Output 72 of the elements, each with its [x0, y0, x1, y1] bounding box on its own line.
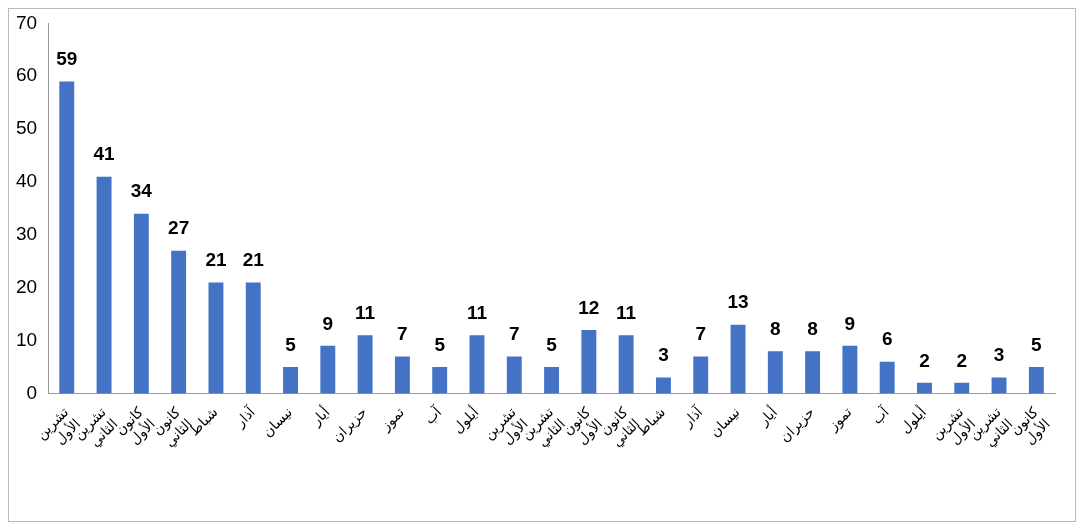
data-label: 8	[770, 317, 781, 339]
data-label: 21	[242, 249, 265, 271]
y-tick-label: 20	[15, 275, 38, 297]
x-tick-label: تموز	[376, 403, 408, 435]
data-label: 2	[919, 349, 930, 371]
data-label: 59	[56, 48, 78, 70]
bar	[805, 351, 821, 394]
bar	[842, 345, 858, 394]
y-tick-label: 50	[15, 117, 38, 139]
bar	[618, 335, 634, 394]
x-tick-label: آب	[421, 402, 446, 428]
data-label: 7	[695, 323, 707, 345]
bar	[357, 335, 373, 394]
data-label: 3	[658, 344, 669, 366]
data-label: 34	[130, 180, 153, 202]
x-tick-label: آب	[868, 402, 893, 428]
bar	[544, 366, 560, 394]
data-label: 5	[546, 333, 558, 355]
bar	[394, 356, 410, 394]
x-tick-label: تموز	[824, 403, 856, 435]
y-tick-label: 70	[15, 11, 38, 33]
x-tick-label: أيلول	[896, 402, 930, 437]
data-label: 21	[205, 249, 227, 271]
bar	[59, 81, 75, 394]
data-label: 13	[727, 291, 749, 313]
y-tick-label: 10	[15, 328, 38, 350]
x-tick-label: نيسان	[706, 403, 743, 440]
y-tick-label: 30	[15, 223, 38, 245]
y-tick-label: 60	[15, 64, 38, 86]
bar	[693, 356, 709, 394]
bar	[432, 366, 448, 394]
y-tick-label: 40	[15, 170, 38, 192]
data-label: 6	[881, 328, 893, 350]
data-label: 9	[844, 312, 856, 334]
bar	[469, 335, 485, 394]
data-label: 5	[434, 333, 446, 355]
y-tick-label: 0	[26, 381, 38, 403]
data-label: 7	[508, 323, 520, 345]
data-label: 41	[93, 143, 116, 165]
data-label: 2	[956, 349, 968, 371]
bar	[581, 329, 597, 394]
data-label: 5	[1031, 333, 1043, 355]
data-label: 5	[285, 333, 297, 355]
bar	[991, 377, 1007, 394]
bar	[283, 366, 298, 394]
bar	[245, 282, 261, 394]
bar	[767, 351, 783, 394]
bar	[506, 356, 522, 394]
data-label: 3	[993, 344, 1005, 366]
bar	[917, 382, 932, 394]
data-label: 7	[397, 323, 408, 345]
data-label: 11	[616, 302, 637, 324]
bar	[655, 377, 671, 394]
bar	[879, 361, 895, 394]
x-tick-label: آذار	[231, 402, 260, 432]
bar	[171, 250, 187, 394]
bar	[954, 382, 970, 394]
data-label: 27	[168, 217, 190, 239]
data-label: 8	[807, 317, 818, 339]
x-tick-label: نيسان	[259, 403, 296, 440]
data-label: 11	[466, 302, 488, 324]
bar	[730, 324, 746, 394]
bar	[133, 213, 149, 394]
x-tick-label: آذار	[678, 402, 707, 432]
x-tick-label: أيلول	[448, 402, 483, 437]
data-label: 9	[322, 312, 334, 334]
data-label: 11	[355, 302, 376, 324]
data-label: 12	[578, 296, 600, 318]
bar	[1028, 366, 1044, 394]
bar	[96, 176, 112, 394]
bar	[208, 282, 224, 394]
bar	[320, 345, 336, 394]
